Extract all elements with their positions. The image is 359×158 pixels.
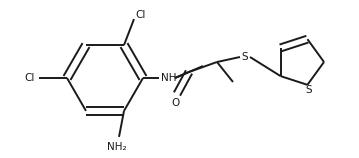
Text: NH₂: NH₂ xyxy=(107,142,127,152)
Text: Cl: Cl xyxy=(136,10,146,20)
Text: S: S xyxy=(305,85,312,95)
Text: NH: NH xyxy=(161,73,177,83)
Text: S: S xyxy=(242,52,248,62)
Text: O: O xyxy=(172,98,180,108)
Text: Cl: Cl xyxy=(25,73,35,83)
